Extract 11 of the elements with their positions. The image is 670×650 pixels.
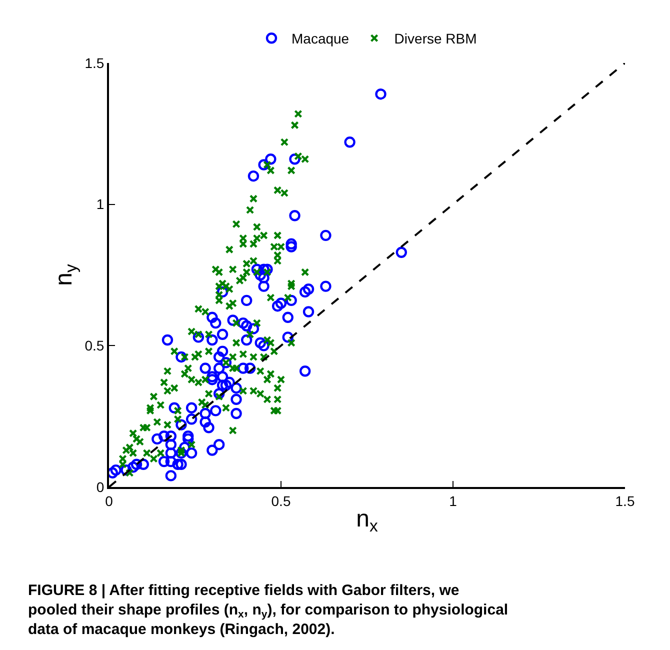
y-tick-label: 1.5 [84, 54, 104, 71]
y-tick-label: 0.5 [84, 338, 104, 354]
legend-label: Macaque [292, 30, 350, 47]
y-tick-label: 1 [96, 196, 104, 212]
x-tick-label: 1 [449, 492, 458, 509]
x-axis-title: n$_{x}$ [356, 506, 378, 536]
legend-label: Diverse RBM [394, 30, 477, 47]
x-tick-label: 0.5 [271, 492, 291, 509]
x-tick-label: 1.5 [615, 492, 635, 509]
y-tick-label: 0 [96, 478, 104, 495]
caption: FIGURE 8 | After fitting receptive fields with Gabor filters, we pooled their shape profiles (n$_{x}$, n$_{y}$), for comparison to physiological data of macaque monkeys (Ringach, 2002). [28, 582, 508, 638]
